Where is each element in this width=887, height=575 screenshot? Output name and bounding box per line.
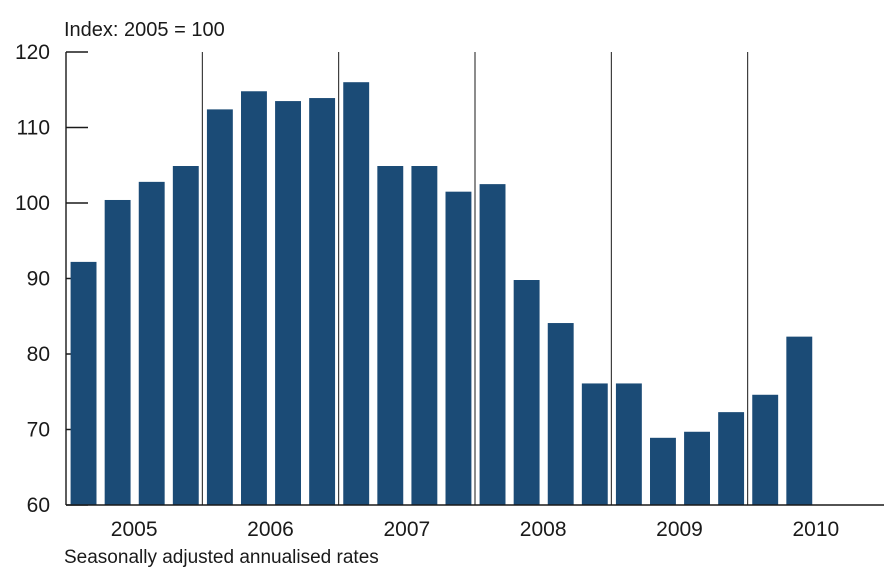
bar xyxy=(650,437,676,505)
bar xyxy=(104,199,131,506)
y-tick-label: 60 xyxy=(27,494,50,517)
footnote: Seasonally adjusted annualised rates xyxy=(64,547,379,568)
x-tick-label: 2007 xyxy=(383,518,430,541)
y-tick-label: 110 xyxy=(17,117,50,140)
x-tick-label: 2008 xyxy=(520,518,567,541)
bar xyxy=(513,280,540,505)
y-tick-label: 70 xyxy=(27,419,50,442)
x-tick-label: 2005 xyxy=(111,518,158,541)
bars xyxy=(70,82,813,506)
x-tick-label: 2009 xyxy=(656,518,703,541)
bar xyxy=(718,412,745,505)
bar xyxy=(309,98,336,506)
y-tick-label: 80 xyxy=(27,343,50,366)
y-tick-label: 100 xyxy=(15,192,50,215)
bar xyxy=(343,82,370,505)
bar xyxy=(70,261,97,505)
plot-frame xyxy=(65,52,884,506)
bar xyxy=(138,181,165,506)
y-axis: 60 70 80 90 100 110 120 xyxy=(15,41,88,517)
bar xyxy=(752,394,779,505)
unit-label: Index: 2005 = 100 xyxy=(64,19,225,41)
x-tick-label: 2010 xyxy=(792,518,839,541)
bar xyxy=(547,323,574,505)
bar xyxy=(581,383,608,505)
bar xyxy=(445,191,472,506)
bar xyxy=(479,184,506,505)
y-tick-label: 120 xyxy=(15,41,50,64)
x-tick-label: 2006 xyxy=(247,518,294,541)
bar xyxy=(411,166,438,505)
bar xyxy=(241,91,267,505)
bar xyxy=(206,109,233,505)
bar xyxy=(615,383,642,505)
x-axis-labels: 2005 2006 2007 2008 2009 2010 xyxy=(111,518,839,541)
bar xyxy=(377,166,404,505)
year-dividers xyxy=(201,52,749,505)
y-tick-label: 90 xyxy=(27,268,50,291)
bar xyxy=(684,431,710,505)
bar xyxy=(172,166,199,505)
bar xyxy=(275,101,301,505)
bar xyxy=(786,336,813,505)
